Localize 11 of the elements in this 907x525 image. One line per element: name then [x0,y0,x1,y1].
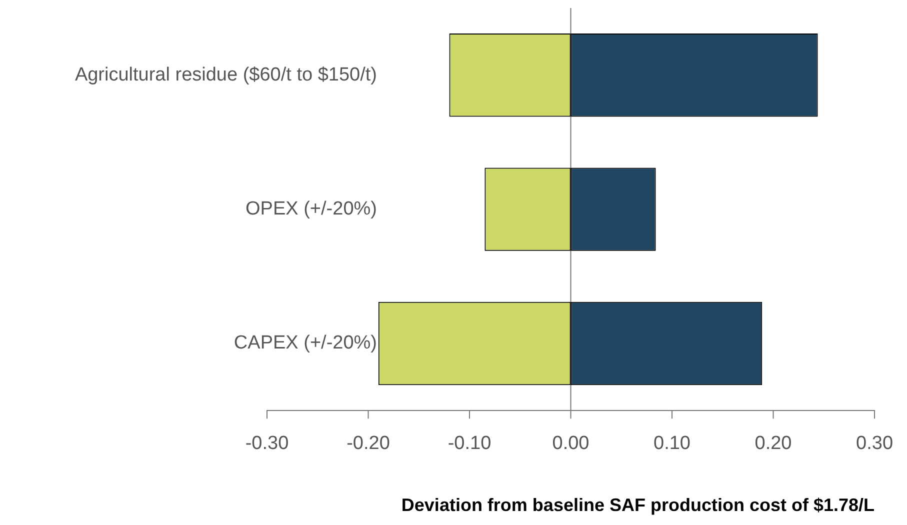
x-tick-label: 0.20 [754,433,792,454]
x-tick-label: 0.30 [856,433,893,454]
x-tick-label: -0.10 [448,433,492,454]
x-tick-label: -0.20 [346,433,390,454]
x-tick-label: 0.00 [552,433,590,454]
y-tick-label: OPEX (+/-20%) [246,198,377,220]
y-tick-label: CAPEX (+/-20%) [234,332,377,354]
x-axis-title: Deviation from baseline SAF production cost of $1.78/L [401,495,875,516]
y-tick-label: Agricultural residue ($60/t to $150/t) [74,64,377,86]
x-tick-label: 0.10 [654,433,690,454]
x-tick-label: -0.30 [245,433,289,454]
